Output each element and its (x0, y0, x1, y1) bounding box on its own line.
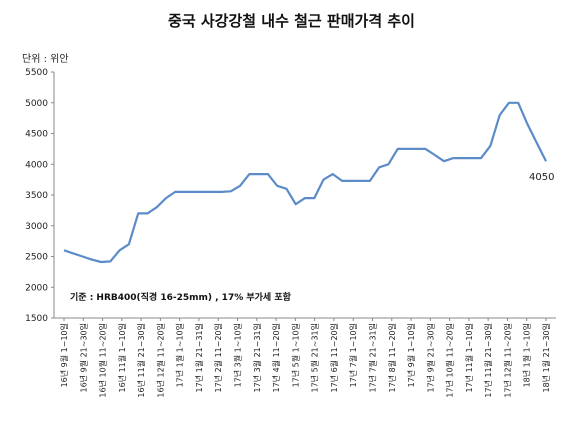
y-tick-label: 3000 (25, 222, 48, 232)
x-tick-label: 17년 11월 21~30일 (483, 323, 493, 398)
x-tick-label: 16년 10월 11~20일 (98, 323, 108, 398)
x-tick-label: 18년 1월 21~30일 (541, 323, 551, 393)
x-tick-label: 16년 11월 21~30일 (136, 323, 146, 398)
x-tick-label: 17년 5월 1~10일 (290, 323, 300, 387)
y-tick-label: 4000 (25, 160, 48, 170)
y-tick-label: 5500 (25, 68, 48, 78)
x-tick-label: 17년 7월 21~31일 (367, 323, 377, 393)
x-tick-label: 17년 6월 11~20일 (329, 323, 339, 393)
end-value-label: 4050 (529, 172, 554, 183)
x-tick-label: 17년 9월 1~10일 (406, 323, 416, 387)
x-tick-label: 17년 9월 21~30일 (425, 323, 435, 393)
data-point-group (63, 102, 547, 263)
chart-note: 기준 : HRB400(직경 16-25mm) , 17% 부가세 포함 (70, 291, 292, 303)
y-tick-label: 1500 (25, 314, 48, 324)
unit-label: 단위 : 위안 (22, 54, 69, 65)
chart-title: 중국 사강강철 내수 철근 판매가격 추이 (168, 12, 415, 30)
x-tick-label: 17년 4월 11~20일 (271, 323, 281, 393)
y-tick-label: 2500 (25, 253, 48, 263)
x-tick-label: 17년 10월 11~20일 (445, 323, 455, 398)
y-tick-group: 1500 2000 2500 3000 3500 4000 4500 5000 5500 (25, 68, 54, 324)
x-tick-label: 16년 9월 1~10일 (59, 323, 69, 387)
x-tick-label: 17년 3월 1~10일 (233, 323, 243, 387)
x-tick-label: 17년 12월 11~20일 (502, 323, 512, 398)
y-tick-label: 3500 (25, 191, 48, 201)
x-tick-label: 17년 2월 11~20일 (213, 323, 223, 393)
x-tick-group: 16년 9월 1~10일 16년 9월 21~30일 16년 10월 11~20일 1… (59, 318, 551, 398)
x-tick-label: 16년 9월 21~30일 (78, 323, 88, 393)
x-tick-label: 17년 5월 21~31일 (310, 323, 320, 393)
x-tick-label: 17년 7월 1~10일 (348, 323, 358, 387)
y-tick-label: 2000 (25, 283, 48, 293)
x-tick-label: 16년 11월 1~10일 (117, 323, 127, 393)
x-tick-label: 18년 1월 1~10일 (522, 323, 532, 387)
x-tick-label: 17년 1월 1~10일 (175, 323, 185, 387)
y-tick-label: 4500 (25, 130, 48, 140)
x-tick-label: 17년 8월 11~20일 (387, 323, 397, 393)
x-tick-label: 16년 12월 11~20일 (155, 323, 165, 398)
x-tick-label: 17년 11월 1~10일 (464, 323, 474, 393)
y-tick-label: 5000 (25, 99, 48, 109)
price-series-line (63, 101, 547, 264)
x-tick-label: 17년 1월 21~31일 (194, 323, 204, 393)
x-tick-label: 17년 3월 21~31일 (252, 323, 262, 393)
